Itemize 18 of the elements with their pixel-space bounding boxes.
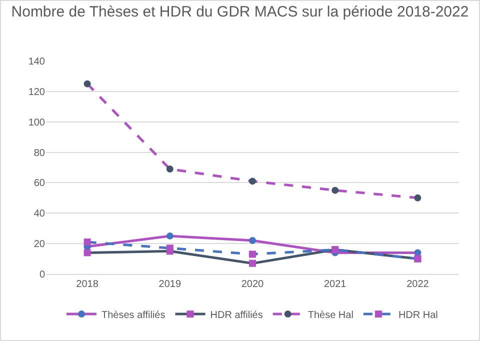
x-tick-label: 2019 [158,279,182,290]
y-tick-label: 140 [28,56,46,68]
legend-label: HDR Hal [398,310,438,321]
y-tick-label: 80 [34,148,46,159]
x-tick-label: 2022 [406,279,430,290]
y-tick-label: 0 [39,270,46,280]
chart-title: Nombre de Thèses et HDR du GDR MACS sur la période 2018-2022 [11,4,469,21]
x-tick-label: 2020 [241,279,264,290]
y-tick-label: 120 [28,86,46,98]
legend-label: Thèse Hal [308,310,354,321]
y-tick-label: 60 [34,178,46,190]
x-tick-label: 2018 [76,279,99,290]
legend-label: HDR affiliés [210,310,263,321]
y-tick-label: 20 [34,239,46,250]
legend-label: Thèses affiliés [102,310,166,321]
y-tick-label: 100 [28,117,46,128]
x-tick-label: 2021 [324,279,347,290]
y-tick-label: 40 [34,208,46,220]
